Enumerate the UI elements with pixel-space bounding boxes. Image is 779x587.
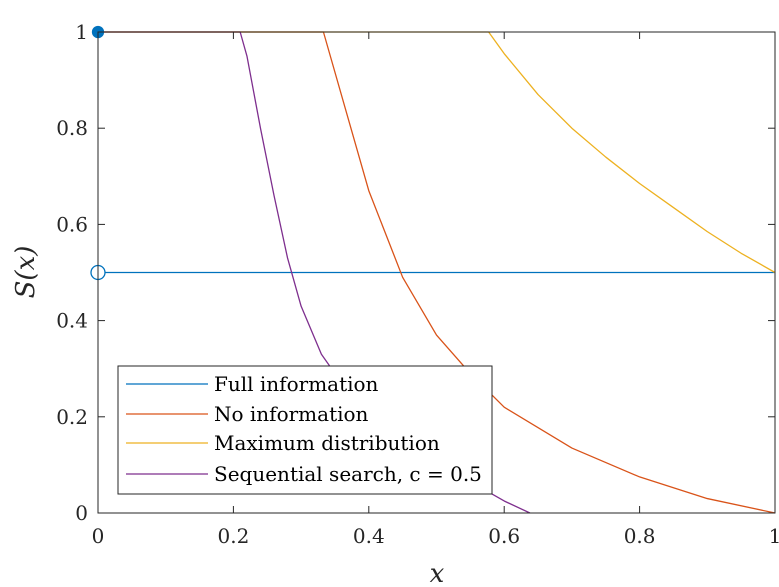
legend: Full information No information Maximum … [117, 365, 493, 495]
legend-box [117, 365, 493, 495]
legend-label-maximum-distribution: Maximum distribution [214, 431, 440, 455]
y-tick-label: 0.8 [56, 116, 88, 140]
x-tick-label: 0 [92, 524, 105, 548]
x-tick-label: 0.2 [217, 524, 249, 548]
y-tick-label: 0.6 [56, 212, 88, 236]
x-tick-label: 0.6 [488, 524, 520, 548]
y-tick-label: 0.2 [56, 405, 88, 429]
plot-area [90, 25, 776, 514]
series-line-2 [98, 31, 776, 274]
legend-label-sequential-search: Sequential search, c = 0.5 [214, 462, 482, 486]
legend-label-full-information: Full information [214, 372, 379, 396]
y-tick-label: 0 [75, 501, 88, 525]
y-tick-label: 1 [75, 20, 88, 44]
x-tick-label: 0.4 [353, 524, 385, 548]
legend-label-no-information: No information [214, 402, 369, 426]
axes-box [97, 31, 776, 514]
y-axis-label: S(x) [11, 246, 41, 299]
x-tick-label: 1 [769, 524, 779, 548]
y-tick-label: 0.4 [56, 309, 88, 333]
x-axis-label: x [430, 559, 445, 587]
x-tick-label: 0.8 [624, 524, 656, 548]
